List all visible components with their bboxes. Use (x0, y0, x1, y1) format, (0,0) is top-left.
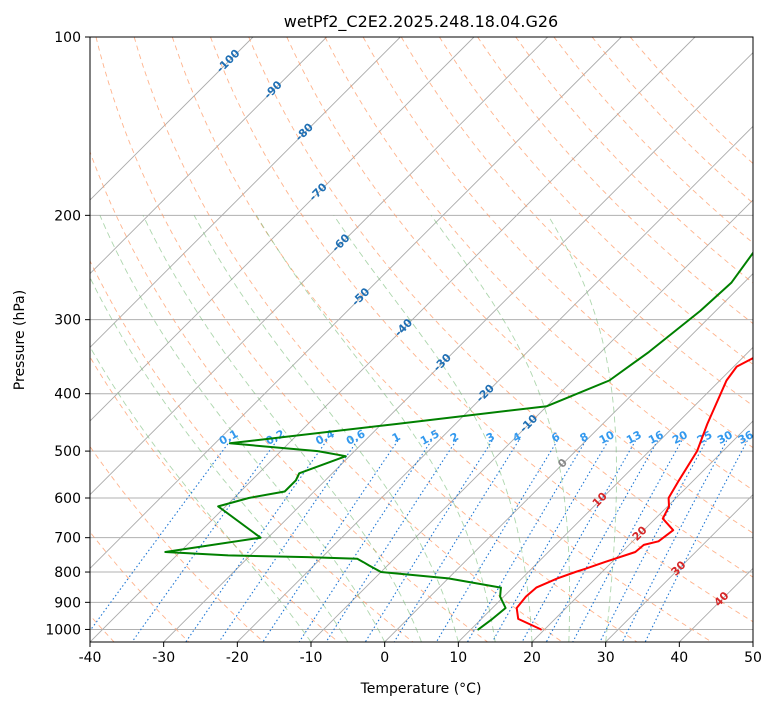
x-tick-label: 10 (449, 650, 467, 666)
mixing-ratio-lines (90, 440, 748, 642)
x-tick-label: 50 (744, 650, 762, 666)
dry-adiabat-line (95, 37, 563, 642)
y-tick-label: 200 (54, 208, 81, 224)
y-tick-label: 700 (54, 531, 81, 547)
isotherm-line (384, 273, 753, 642)
y-tick-label: 100 (54, 30, 81, 46)
isotherm-line (237, 125, 753, 642)
mixing-ratio-line (298, 440, 432, 642)
isotherm-line (605, 494, 753, 642)
isotherm-line (90, 37, 475, 422)
mixing-ratio-line (435, 440, 558, 642)
moist-adiabats (90, 215, 617, 642)
mixing-ratio-line (521, 440, 637, 642)
mixing-ratio-line (621, 440, 728, 642)
y-tick-label: 600 (54, 491, 81, 507)
temperature-profile-line (515, 356, 753, 631)
dry-adiabat-line (400, 37, 753, 407)
mixing-ratio-label: 10 (597, 428, 617, 447)
x-tick-label: 30 (597, 650, 615, 666)
dry-adiabat-line (90, 259, 414, 642)
isotherm-line (90, 37, 548, 496)
x-tick-label: -20 (226, 650, 249, 666)
moist-adiabat-line (142, 215, 422, 642)
y-tick-label: 400 (54, 387, 81, 403)
isotherm-line (531, 420, 753, 642)
mixing-ratio-line (491, 440, 609, 642)
dry-adiabat-line (362, 37, 753, 449)
dry-adiabat-line (133, 37, 638, 642)
mixing-ratio-label: 36 (736, 428, 756, 447)
moist-adiabat-line (333, 215, 533, 642)
y-tick-label: 800 (54, 565, 81, 581)
x-axis-label: Temperature (°C) (360, 681, 482, 697)
mixing-ratio-label: 30 (715, 428, 735, 447)
y-tick-label: 900 (54, 595, 81, 611)
x-tick-label: 40 (670, 650, 688, 666)
mixing-ratio-label: 20 (670, 428, 690, 447)
x-tick-label: -30 (152, 650, 175, 666)
dry-adiabat-line (629, 37, 753, 165)
mixing-ratio-line (262, 440, 399, 642)
sounding-profiles (164, 251, 753, 631)
isotherm-line (90, 37, 401, 348)
x-tick-label: -40 (79, 650, 102, 666)
dry-adiabat-line (171, 37, 712, 642)
isotherm-line (163, 52, 753, 642)
dry-adiabat-line (90, 531, 190, 642)
mixing-ratio-line (90, 440, 231, 632)
dry-adiabat-line (439, 37, 753, 365)
moist-adiabat-line (99, 215, 386, 642)
isotherm-line (310, 199, 753, 642)
dry-adiabat-line (515, 37, 753, 284)
isotherm-line (458, 346, 753, 642)
y-tick-label: 300 (54, 313, 81, 329)
mixing-ratio-line (185, 440, 328, 642)
mixing-ratio-line (545, 440, 659, 642)
y-tick-label: 1000 (45, 622, 81, 638)
isotherm-grid (90, 37, 753, 642)
isotherm-line (90, 37, 696, 642)
plot-area: 0.1 0.2 0.4 0.6 1 1.5 2 3 4 6 8 10 13 16 20 25 30 36-100-… (90, 37, 756, 642)
moist-adiabat-line (193, 215, 459, 642)
x-axis: -40 -30 -20 -10 0 10 20 30 40 50 (79, 642, 762, 666)
mixing-ratio-label: 16 (646, 428, 666, 447)
moist-adiabat-line (90, 345, 312, 642)
y-tick-label: 500 (54, 444, 81, 460)
x-tick-label: 0 (380, 650, 389, 666)
dry-adiabat-line (477, 37, 753, 325)
mixing-ratio-label: 13 (624, 428, 644, 447)
moist-adiabat-line (430, 215, 571, 642)
isotherm-line (90, 37, 327, 275)
mixing-ratio-line (644, 440, 748, 642)
y-axis-label: Pressure (hPa) (12, 290, 28, 390)
chart-title: wetPf2_C2E2.2025.248.18.04.G26 (284, 12, 558, 32)
mixing-ratio-line (218, 440, 358, 642)
moist-adiabat-line (547, 215, 617, 642)
isotherm-line (90, 37, 622, 569)
dry-adiabat-line (90, 445, 264, 642)
isotherm-line (90, 37, 254, 201)
dry-adiabat-line (248, 37, 753, 578)
y-axis: 100 200 300 400 500 600 700 800 900 1000 (45, 30, 90, 638)
dewpoint-profile-line (164, 251, 753, 631)
mixing-ratio-line (131, 440, 278, 642)
plot-frame (89, 36, 754, 643)
mixing-ratio-line (325, 440, 457, 642)
x-tick-label: 20 (523, 650, 541, 666)
x-tick-label: -10 (300, 650, 323, 666)
dry-adiabats (90, 37, 753, 642)
mixing-ratio-line (467, 440, 587, 642)
dry-adiabat-line (210, 37, 753, 623)
dry-adiabat-line (591, 37, 753, 204)
